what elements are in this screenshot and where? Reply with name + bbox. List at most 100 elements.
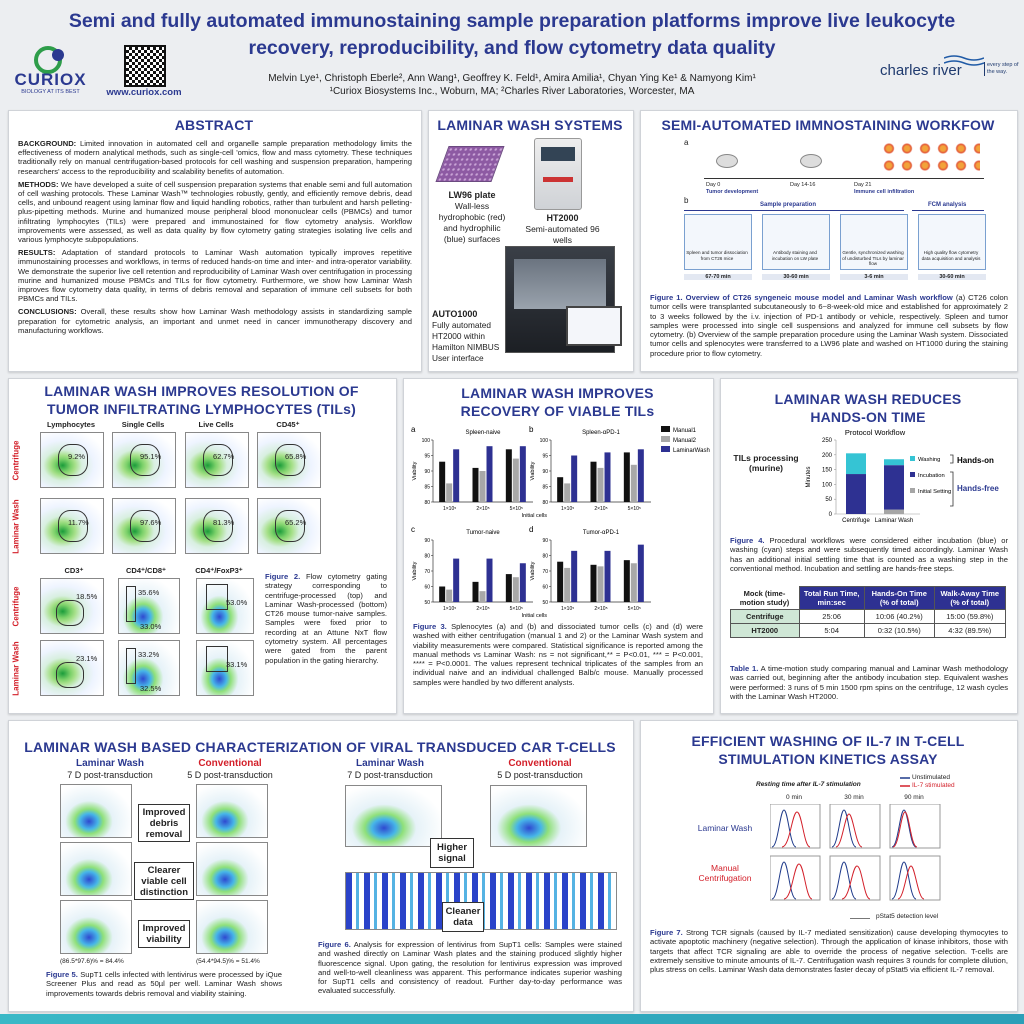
y-tick-label: 0 xyxy=(829,512,833,518)
row-label: Laminar Wash xyxy=(697,823,753,833)
caption-label: Figure 2. xyxy=(265,572,301,581)
x-tick-label: 2×10⁵ xyxy=(594,606,607,612)
charles-river-tagline: every step of the way. xyxy=(984,62,1024,76)
gate xyxy=(206,646,228,672)
time-label: 30-60 min xyxy=(918,274,986,280)
bar xyxy=(571,550,578,602)
para-text: We have developed a suite of cell suspen… xyxy=(18,179,412,245)
legend-label: Incubation xyxy=(918,473,945,479)
callout: Cleaner data xyxy=(442,902,484,932)
y-tick-label: 90 xyxy=(542,538,548,544)
legend-label: Initial Setting xyxy=(918,489,951,495)
legend-label: LaminarWash xyxy=(673,448,710,454)
callout: Improved debris removal xyxy=(138,804,190,842)
y-tick-label: 70 xyxy=(542,569,548,575)
percentage-label: 65.8% xyxy=(285,452,307,461)
gate xyxy=(275,510,305,542)
workflow-heading: SEMI-AUTOMATED IMMNOSTAINING WORKFOW xyxy=(661,117,995,133)
percentage-label: 11.7% xyxy=(68,518,89,527)
caption-text: Procedural workflows were considered eit… xyxy=(730,536,1008,573)
bar xyxy=(557,477,564,502)
abstract-panel xyxy=(8,110,422,372)
bracket xyxy=(950,471,954,507)
table-row-label: Centrifuge xyxy=(730,609,800,624)
flow-plot xyxy=(60,900,132,954)
phase-label: Immune cell infiltration xyxy=(854,189,915,195)
auto1000-name: AUTO1000 xyxy=(432,309,478,319)
il7-subtitle: Resting time after IL-7 stimulation xyxy=(756,781,861,788)
y-tick-label: 95 xyxy=(542,454,548,460)
flow-plot xyxy=(185,498,249,554)
y-tick-label: 90 xyxy=(424,538,430,544)
gate xyxy=(58,510,88,542)
table-cell: 4:32 (89.5%) xyxy=(933,623,1007,638)
flow-plot xyxy=(40,578,104,634)
result-label: (54.4*94.5)% = 51.4% xyxy=(196,958,260,965)
x-axis-label: Initial cells xyxy=(522,613,548,619)
flow-plot xyxy=(40,498,104,554)
ht2000-name: HT2000 xyxy=(546,213,579,223)
flow-plot xyxy=(196,842,268,896)
figure-6-caption: Figure 6. Analysis for expression of len… xyxy=(318,940,622,996)
para-label: RESULTS: xyxy=(18,248,56,258)
panel-letter: a xyxy=(684,138,689,147)
x-tick-label: Laminar Wash xyxy=(875,518,913,524)
y-tick-label: 85 xyxy=(424,485,430,491)
panel-letter: d xyxy=(529,525,533,534)
time-label: 30 min xyxy=(844,794,864,801)
panel-letter: b xyxy=(684,196,689,205)
y-tick-label: 100 xyxy=(822,482,833,488)
y-tick-label: 100 xyxy=(422,438,431,444)
figure-3-caption: Figure 3. Splenocytes (a) and (b) and di… xyxy=(413,622,703,687)
callout: Clearer viable cell distinction xyxy=(134,862,194,900)
y-tick-label: 90 xyxy=(424,469,430,475)
fig5-conv-sub: 5 D post-transduction xyxy=(187,770,273,780)
mouse-icon xyxy=(716,154,738,168)
gate xyxy=(203,510,233,542)
para-label: BACKGROUND: xyxy=(18,139,77,148)
legend-label: Manual2 xyxy=(673,438,697,444)
panel-title: Spleen-naive xyxy=(465,430,501,436)
column-label: Lymphocytes xyxy=(46,420,96,429)
gate xyxy=(130,444,160,476)
step-label: High quality flow cytometry data acquisi… xyxy=(921,250,981,261)
bar-segment xyxy=(884,465,904,510)
legend-swatch xyxy=(661,426,670,432)
x-tick-label: 1×10⁵ xyxy=(561,606,574,612)
legend-swatches xyxy=(900,777,910,787)
step-box xyxy=(918,214,986,270)
time-label: 3-6 min xyxy=(840,274,908,280)
row-label: TILs processing (murine) xyxy=(733,453,799,473)
column-label: CD3⁺ xyxy=(64,566,84,575)
caption-text: Analysis for expression of lentivirus fr… xyxy=(318,940,623,996)
stage-label: FCM analysis xyxy=(928,202,967,208)
fig6-conv-title: Conventional xyxy=(508,758,572,769)
auto1000-desc: Fully automated HT2000 within Hamilton N… xyxy=(432,320,500,363)
stage-bar xyxy=(912,210,984,211)
y-tick-label: 250 xyxy=(822,438,833,444)
column-label: Single Cells xyxy=(121,420,165,429)
x-tick-label: 2×10⁵ xyxy=(594,506,607,512)
percentage-label: 32.5% xyxy=(140,684,162,693)
bracket-label: Hands-free xyxy=(957,484,999,493)
x-tick-label: Centrifuge xyxy=(842,518,870,524)
hands-on-panel xyxy=(720,378,1018,714)
legend-label: Washing xyxy=(918,457,940,463)
x-tick-label: 5×10⁵ xyxy=(628,506,641,512)
bar xyxy=(590,564,597,602)
figure-7-caption: Figure 7. Strong TCR signals (caused by … xyxy=(650,928,1008,974)
stage-label: Sample preparation xyxy=(760,202,817,208)
flow-plot xyxy=(196,784,268,838)
step-label: Spleen and tumor dissociation from CT26 … xyxy=(686,250,748,261)
y-tick-label: 200 xyxy=(822,453,833,459)
percentage-label: 33.1% xyxy=(226,660,248,669)
bar xyxy=(439,461,446,502)
legend-swatch xyxy=(910,472,915,477)
figure-4-caption: Figure 4. Procedural workflows were cons… xyxy=(730,536,1008,573)
bracket-label: Hands-on xyxy=(957,456,994,465)
fig6-lw-title: Laminar Wash xyxy=(356,758,424,769)
fig5-lw-title: Laminar Wash xyxy=(76,758,144,769)
percentage-label: 23.1% xyxy=(76,654,98,663)
row-label: Centrifuge xyxy=(11,586,21,627)
